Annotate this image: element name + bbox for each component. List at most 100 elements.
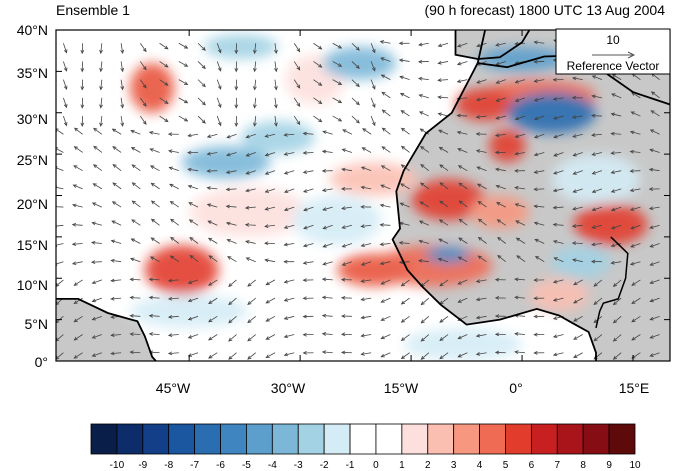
wind-vector-icon [110, 278, 122, 283]
colorbar-swatch [90, 423, 118, 455]
wind-vector-icon [380, 165, 391, 172]
lat-label-0: 0° [35, 354, 48, 370]
wind-vector-icon [72, 203, 83, 208]
colorbar-swatch [297, 423, 325, 455]
wind-vector-icon [313, 79, 323, 86]
wind-vector-icon [572, 258, 583, 263]
wind-vector-icon [91, 221, 102, 226]
wind-vector-icon [197, 97, 206, 106]
wind-vector-icon [140, 79, 147, 89]
wind-vector-icon [99, 116, 103, 127]
wind-vector-icon [225, 221, 237, 226]
wind-vector-icon [216, 97, 222, 109]
wind-vector-icon [167, 296, 179, 301]
anomaly-blob [425, 246, 471, 264]
wind-vector-icon [225, 204, 237, 209]
wind-vector-icon [264, 188, 276, 193]
wind-vector-icon [283, 170, 295, 175]
wind-vector-icon [302, 314, 314, 319]
wind-vector-icon [630, 224, 641, 230]
wind-vector-icon [189, 255, 199, 263]
wind-vector-icon [631, 315, 641, 323]
wind-vector-icon [400, 279, 410, 287]
colorbar-tick-label: -9 [138, 460, 147, 471]
wind-vector-icon [631, 297, 641, 305]
lat-label-5n: 5°N [25, 316, 49, 332]
wind-vector-icon [438, 219, 449, 226]
wind-vector-icon [228, 297, 237, 306]
colorbar-swatch [349, 423, 377, 455]
wind-vector-icon [73, 352, 83, 359]
wind-vector-icon [302, 131, 314, 136]
wind-vector-icon [264, 152, 276, 157]
wind-vector-icon [496, 219, 506, 226]
wind-vector-icon [150, 200, 160, 208]
wind-vector-icon [208, 315, 218, 323]
wind-vector-icon [168, 149, 179, 154]
wind-vector-icon [283, 259, 295, 264]
wind-vector-icon [360, 185, 372, 190]
wind-vector-icon [533, 314, 545, 319]
wind-vector-icon [591, 170, 603, 175]
wind-vectors [56, 36, 660, 360]
wind-vector-icon [612, 316, 622, 324]
colorbar-swatch [453, 423, 480, 455]
wind-vector-icon [552, 205, 564, 210]
wind-vector-icon [494, 277, 506, 282]
wind-vector-icon [234, 116, 239, 127]
wind-vector-icon [514, 168, 526, 173]
wind-vector-icon [400, 127, 410, 135]
wind-vector-icon [283, 132, 295, 137]
wind-vector-icon [332, 115, 343, 122]
wind-vector-icon [362, 128, 372, 135]
wind-vector-icon [293, 61, 301, 71]
wind-vector-icon [456, 130, 468, 135]
wind-vector-icon [370, 79, 376, 90]
wind-vector-icon [379, 223, 391, 227]
wind-vector-icon [593, 334, 603, 342]
wind-vector-icon [187, 352, 199, 357]
wind-vector-icon [321, 350, 333, 355]
anomaly-blob [573, 203, 648, 246]
wind-vector-icon [351, 115, 360, 124]
wind-vector-icon [341, 206, 352, 210]
wind-vector-icon [649, 224, 660, 229]
colorbar-swatch [427, 423, 455, 455]
wind-vector-icon [226, 133, 237, 139]
wind-vector-icon [439, 182, 449, 190]
wind-vector-icon [629, 206, 641, 211]
wind-vector-icon [228, 316, 237, 324]
wind-vector-icon [71, 261, 83, 266]
wind-vector-icon [321, 295, 333, 300]
wind-vector-icon [208, 255, 218, 263]
wind-vector-icon [399, 93, 410, 99]
wind-vector-icon [322, 206, 333, 211]
wind-vector-icon [398, 41, 410, 46]
wind-vector-icon [265, 297, 276, 304]
wind-vector-icon [283, 224, 295, 229]
wind-vector-icon [591, 133, 602, 137]
wind-vector-icon [360, 261, 372, 266]
anomaly-blob [403, 327, 523, 361]
wind-vector-icon [187, 297, 199, 303]
wind-vector-icon [178, 115, 189, 122]
wind-vector-icon [648, 206, 660, 211]
wind-vector-icon [197, 42, 206, 51]
wind-vector-icon [148, 130, 160, 135]
wind-vector-icon [351, 61, 360, 69]
wind-vector-icon [593, 279, 603, 287]
wind-vector-icon [534, 238, 545, 244]
wind-vector-icon [381, 127, 391, 135]
colorbar-tick-label: 4 [477, 460, 483, 471]
wind-vector-icon [216, 43, 222, 54]
wind-vector-icon [381, 91, 391, 99]
wind-vector-icon [533, 278, 545, 282]
wind-vector-icon [120, 97, 125, 109]
wind-vector-icon [167, 351, 179, 356]
wind-vector-icon [253, 61, 257, 73]
wind-vector-icon [456, 113, 468, 118]
wind-vector-icon [264, 133, 276, 138]
colorbar-tick-label: -3 [294, 460, 303, 471]
wind-vector-icon [572, 206, 583, 211]
